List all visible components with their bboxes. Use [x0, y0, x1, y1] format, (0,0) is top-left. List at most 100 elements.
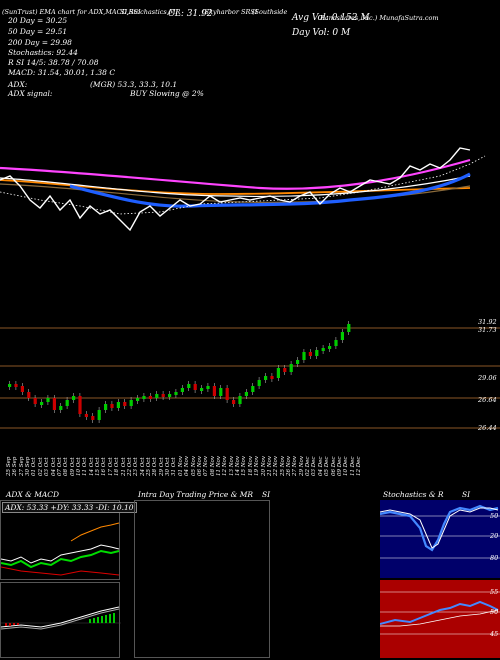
close-price: CL: 31.92 — [168, 9, 213, 19]
candle-body — [46, 398, 50, 402]
sma-200: 200 Day = 29.98 — [8, 38, 72, 47]
date-tick-label: 17 Oct — [107, 457, 114, 476]
adx-value-box: ADX: 53.33 +DY: 33.33 -DI: 10.10 — [2, 502, 137, 513]
date-tick-label: 31 Oct — [171, 457, 178, 476]
date-tick-label: 08 Nov — [209, 456, 216, 476]
candle-body — [59, 406, 63, 410]
candlestick-group — [8, 321, 351, 423]
candle-body — [20, 386, 24, 392]
candle-body — [257, 380, 261, 386]
date-tick-label: 16 Oct — [101, 457, 108, 476]
date-tick-label: 04 Dec — [317, 456, 324, 477]
candle-body — [321, 348, 325, 351]
candle-body — [148, 396, 152, 399]
date-tick-label: 22 Oct — [126, 457, 133, 476]
sma-50: 50 Day = 29.51 — [8, 27, 68, 36]
price-level-4: 26.64 — [478, 396, 497, 404]
candle-body — [289, 364, 293, 372]
candle-body — [315, 350, 319, 356]
price-dotted-line — [0, 155, 486, 215]
date-tick-label: 29 Nov — [298, 456, 305, 476]
candle-body — [270, 376, 274, 379]
candle-body — [180, 388, 184, 392]
intraday-si: SI — [262, 490, 271, 499]
date-tick-label: 09 Dec — [336, 456, 343, 477]
date-tick-label: 23 Oct — [133, 457, 140, 476]
stoch-si: SI — [462, 490, 471, 499]
date-tick-label: 24 Oct — [139, 457, 146, 476]
candle-body — [161, 394, 165, 397]
candle-body — [78, 396, 82, 414]
candle-body — [8, 384, 12, 387]
date-tick-label: 06 Dec — [330, 456, 337, 477]
candle-body — [283, 368, 287, 372]
candle-body — [334, 340, 338, 346]
date-tick-label: 27 Sep — [18, 456, 25, 476]
date-tick-label: 19 Nov — [254, 456, 261, 476]
candle-body — [97, 410, 101, 420]
price-level-3: 29.06 — [478, 374, 497, 382]
candle-body — [206, 386, 210, 389]
ema-blue-line — [69, 172, 471, 208]
adx-macd-title: ADX & MACD — [6, 490, 60, 499]
adx-label: ADX: — [8, 80, 28, 89]
candle-body — [340, 332, 344, 340]
candle-body — [187, 384, 191, 388]
intraday-title: Intra Day Trading Price & MR — [138, 490, 254, 499]
date-tick-label: 21 Oct — [120, 457, 127, 476]
date-tick-label: 13 Nov — [228, 456, 235, 476]
candle-body — [40, 402, 44, 405]
date-tick-label: 07 Oct — [56, 457, 63, 476]
date-tick-label: 11 Oct — [82, 457, 89, 476]
company-label: (Southside — [252, 8, 288, 16]
candle-body — [65, 400, 69, 406]
indicator-list: SI,Stochastics,MR — [120, 8, 181, 16]
candle-body — [142, 396, 146, 399]
date-tick-label: 03 Dec — [311, 456, 318, 477]
date-tick-label: 02 Oct — [37, 457, 44, 476]
candle-body — [302, 352, 306, 360]
date-tick-label: 18 Nov — [247, 456, 254, 476]
date-tick-label: 15 Nov — [241, 456, 248, 476]
candle-body — [136, 398, 140, 401]
candle-body — [200, 388, 204, 391]
main-price-chart — [0, 147, 500, 429]
candle-body — [328, 346, 332, 349]
candle-body — [168, 394, 172, 397]
date-tick-label: 10 Dec — [343, 456, 350, 477]
date-tick-label: 27 Nov — [292, 456, 299, 476]
candle-body — [219, 388, 223, 396]
candle-body — [244, 392, 248, 396]
rsi-panel: 55 50 45 — [380, 580, 500, 658]
day-volume: Day Vol: 0 M — [292, 28, 351, 38]
stoch-tick-1: 50 — [490, 512, 499, 520]
date-tick-label: 01 Nov — [177, 456, 184, 476]
adx-signal-label: ADX signal: — [8, 89, 53, 98]
price-level-5: 26.44 — [478, 424, 497, 432]
stoch-tick-2: 20 — [490, 532, 499, 540]
chart-source-label: (SunTrust) EMA chart for ADX,MACD,RSI — [2, 8, 141, 16]
stochastics-lines — [380, 504, 500, 559]
avg-volume: Avg Vol: 0.152 M — [292, 13, 370, 23]
date-tick-label: 11 Dec — [349, 456, 356, 477]
candle-body — [116, 402, 120, 408]
adx-lines — [1, 522, 120, 576]
candle-body — [232, 400, 236, 404]
candle-body — [347, 324, 351, 332]
price-level-1: 31.92 — [478, 318, 497, 326]
macd-value: MACD: 31.54, 30.01, 1.38 C — [8, 68, 116, 77]
date-tick-label: 12 Nov — [222, 456, 229, 476]
candle-body — [174, 392, 178, 395]
date-tick-label: 21 Nov — [266, 456, 273, 476]
candle-body — [33, 398, 37, 404]
date-tick-label: 09 Oct — [69, 457, 76, 476]
candle-body — [27, 392, 31, 398]
date-tick-label: 05 Nov — [190, 456, 197, 476]
buy-signal: BUY Slowing @ 2% — [130, 89, 204, 98]
candle-body — [91, 416, 95, 420]
candle-body — [212, 386, 216, 396]
candle-body — [251, 386, 255, 392]
date-tick-label: 29 Oct — [158, 457, 165, 476]
price-white-line — [0, 147, 471, 232]
candle-body — [264, 376, 268, 380]
